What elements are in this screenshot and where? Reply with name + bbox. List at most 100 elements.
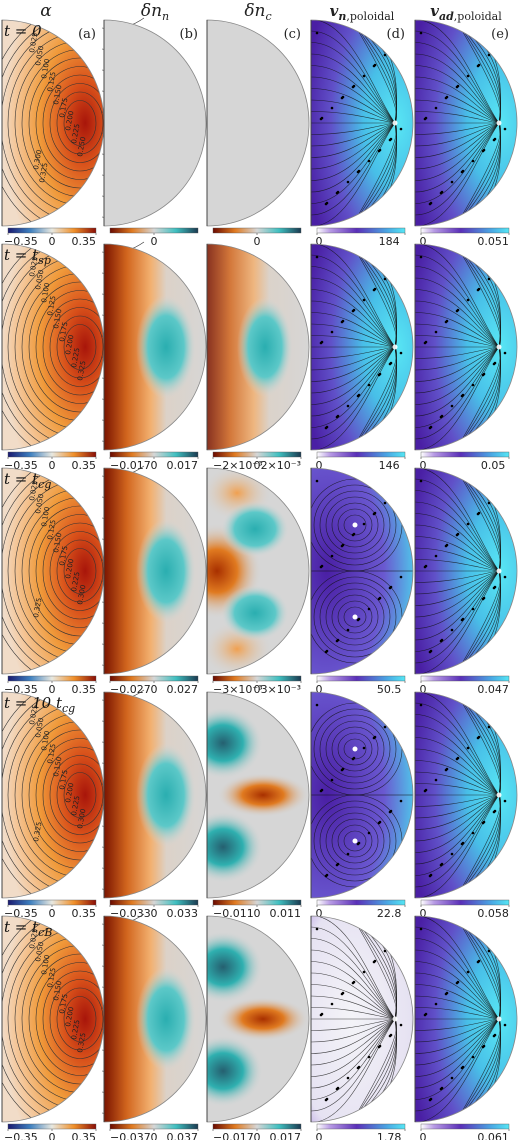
colorbar-tick: −0.011	[213, 907, 254, 920]
panel-vn: 0 22.8	[310, 691, 414, 920]
colorbar-tick: 0.027	[167, 683, 199, 696]
time-label: t = 10 tcg	[4, 694, 75, 715]
figure-rows: 0.0250.0500.1000.1250.1500.1750.2000.225…	[1, 17, 518, 1140]
row-3: 0.0250.0500.1000.1250.1500.1750.2000.225…	[1, 689, 518, 920]
colorbar-tick: 0	[254, 1131, 261, 1140]
contour-label: 0.225	[70, 571, 81, 592]
contour-label: 0.175	[58, 545, 69, 566]
contour-label: 0.125	[46, 71, 57, 92]
contour-label: 0.050	[34, 717, 45, 738]
colorbar-alpha	[7, 675, 97, 682]
time-label: t = tcg	[4, 470, 51, 491]
colorbar-dnc	[212, 227, 302, 234]
panel-vn: 0 1.78	[310, 915, 414, 1140]
contour-label: 0.250	[76, 136, 87, 157]
contour-label: 0.125	[46, 295, 57, 316]
contour-label: 0.025	[28, 32, 39, 53]
contour-label: 0.225	[70, 795, 81, 816]
colorbar-tick: 50.5	[377, 683, 402, 696]
colorbar-dnn	[109, 899, 199, 906]
contour-label: 0.325	[32, 597, 43, 618]
colorbar-alpha	[7, 1123, 97, 1130]
contour-label: 0.325	[76, 1032, 87, 1053]
colorbar-tick: 0.033	[167, 907, 199, 920]
contour-label: 0.225	[70, 347, 81, 368]
colorbar-vad	[420, 227, 510, 234]
colorbar-tick: 0.05	[481, 459, 506, 472]
colorbar-tick: −3×10⁻³	[213, 683, 263, 696]
colorbar-tick: 0	[420, 1131, 427, 1140]
panel-dnn: −0.037 0 0.037	[103, 915, 207, 1140]
panel-dnn: (b) 0	[103, 19, 207, 248]
contour-label: 0.025	[28, 480, 39, 501]
colorbar-tick: 0.011	[270, 907, 302, 920]
colorbar-tick: 2×10⁻³	[261, 459, 301, 472]
colorbar-tick: 0	[151, 683, 158, 696]
contour-label: 0.025	[28, 928, 39, 949]
colorbar-tick: 0.35	[72, 907, 97, 920]
contour-label: 0.050	[34, 493, 45, 514]
contour-label: 0.325	[38, 162, 49, 183]
panel-dnc: −0.017 0 0.017	[206, 915, 310, 1140]
contour-label: 0.100	[40, 954, 51, 975]
colorbar-dnn	[109, 227, 199, 234]
colorbar-tick: 0.017	[270, 1131, 302, 1140]
colorbar-tick: 0.058	[477, 907, 509, 920]
colorbar-vad	[420, 899, 510, 906]
colorbar-dnc	[212, 899, 302, 906]
colorbar-dnn	[109, 1123, 199, 1130]
contour-label: 0.050	[34, 269, 45, 290]
colorbar-tick: 0	[420, 459, 427, 472]
panel-alpha: 0.0250.0500.1000.1250.1500.1750.2000.225…	[1, 241, 145, 472]
contour-label: 0.200	[64, 110, 75, 131]
colorbar-tick: 0	[316, 907, 323, 920]
colorbar-alpha	[7, 899, 97, 906]
colorbar-tick: 0	[254, 683, 261, 696]
contour-label: 0.200	[64, 782, 75, 803]
colorbar-tick: 0.061	[477, 1131, 509, 1140]
colorbar-tick: −2×10⁻³	[213, 459, 263, 472]
contour-label: 0.150	[52, 84, 63, 105]
colorbar-dnc	[212, 451, 302, 458]
colorbar-vn	[316, 675, 406, 682]
panel-dnn: −0.027 0 0.027	[103, 467, 207, 696]
colorbar-tick: 0	[49, 459, 56, 472]
colorbar-tick: 0	[254, 907, 261, 920]
colorbar-tick: 3×10⁻³	[261, 683, 301, 696]
colorbar-tick: 0	[316, 683, 323, 696]
row-0: 0.0250.0500.1000.1250.1500.1750.2000.225…	[1, 17, 518, 248]
colorbar-tick: 0.35	[72, 235, 97, 248]
contour-label: 0.100	[40, 506, 51, 527]
colorbar-alpha	[7, 227, 97, 234]
panel-vad: (e) 0 0.051	[414, 19, 518, 248]
time-label: t = 0	[4, 22, 42, 40]
contour-label: 0.050	[34, 941, 45, 962]
panel-dnn: −0.033 0 0.033	[103, 691, 207, 920]
time-label: t = tsp	[4, 246, 51, 267]
contour-label: 0.100	[40, 282, 51, 303]
colorbar-tick: −0.037	[110, 1131, 151, 1140]
colorbar-tick: 0	[49, 235, 56, 248]
colorbar-tick: 0	[254, 459, 261, 472]
column-headers: α δnn δnc vn,poloidal vad,poloidal	[40, 1, 502, 23]
contour-label: 0.325	[76, 360, 87, 381]
colorbar-tick: 1.78	[377, 1131, 402, 1140]
colorbar-tick: 0	[49, 683, 56, 696]
header-alpha: α	[40, 1, 52, 21]
contour-label: 0.175	[58, 97, 69, 118]
colorbar-tick: 0	[316, 459, 323, 472]
colorbar-tick: 0	[151, 1131, 158, 1140]
contour-label: 0.050	[34, 45, 45, 66]
colorbar-tick: 0	[420, 683, 427, 696]
contour-label: 0.150	[52, 532, 63, 553]
colorbar-tick: 0.051	[477, 235, 509, 248]
panel-vad: 0 0.058	[414, 691, 518, 920]
row-1: 0.0250.0500.1000.1250.1500.1750.2000.225…	[1, 241, 518, 472]
header-dnn: δnn	[141, 1, 169, 23]
panel-dnc: (c) 0	[206, 19, 310, 248]
colorbar-tick: 0.017	[167, 459, 199, 472]
contour-label: 0.025	[28, 256, 39, 277]
colorbar-tick: 0	[151, 907, 158, 920]
contour-label: 0.150	[52, 308, 63, 329]
colorbar-tick: −0.017	[213, 1131, 254, 1140]
